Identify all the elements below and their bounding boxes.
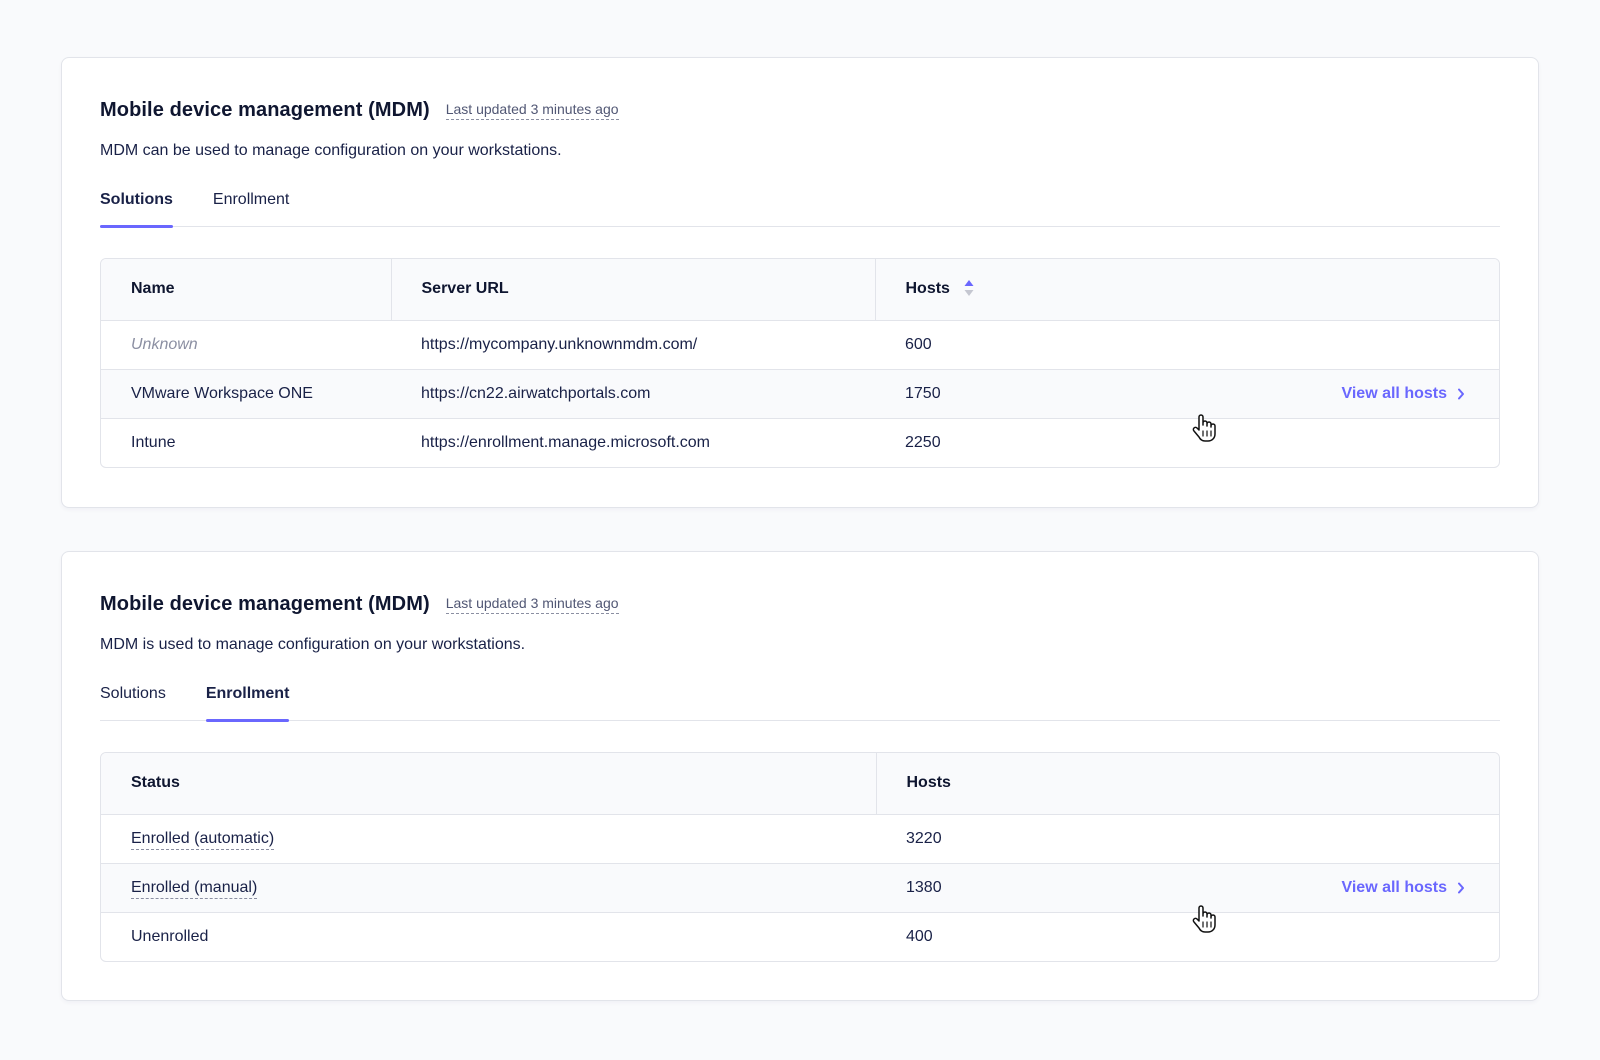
card-description: MDM can be used to manage configuration … <box>100 142 562 159</box>
tab-enrollment[interactable]: Enrollment <box>212 191 290 208</box>
table-row[interactable]: Enrolled (automatic) 3220 <box>101 814 1499 863</box>
server-url: https://mycompany.unknownmdm.com/ <box>421 335 698 353</box>
chevron-right-icon <box>1458 388 1464 399</box>
table-row[interactable]: Intune https://enrollment.manage.microso… <box>101 417 1499 467</box>
hosts-count: 1750 <box>905 384 941 402</box>
chevron-right-icon <box>1458 882 1464 893</box>
status-cell: Enrolled (manual) <box>101 862 876 912</box>
solution-name: Intune <box>101 417 391 467</box>
server-url: https://enrollment.manage.microsoft.com <box>391 417 875 467</box>
tab-enrollment[interactable]: Enrollment <box>205 680 289 722</box>
last-updated-label[interactable]: Last updated 3 minutes ago <box>445 595 619 614</box>
hosts-count: 600 <box>905 335 932 353</box>
server-url: https://cn22.airwatchportals.com <box>391 368 875 418</box>
view-all-hosts-link[interactable]: View all hosts <box>1341 385 1465 403</box>
enrollment-status[interactable]: Enrolled (automatic) <box>131 829 275 850</box>
column-header-hosts-label: Hosts <box>905 280 950 298</box>
last-updated-label[interactable]: Last updated 3 minutes ago <box>445 101 619 120</box>
view-all-hosts-label: View all hosts <box>1341 384 1447 402</box>
enrollment-status: Unenrolled <box>131 927 209 945</box>
tab-solutions[interactable]: Solutions <box>100 685 166 702</box>
mdm-solutions-card: Mobile device management (MDM) Last upda… <box>61 57 1539 508</box>
table-row[interactable]: Enrolled (manual) 1380 View all hosts <box>101 862 1499 912</box>
column-header-server-url[interactable]: Server URL <box>390 259 875 321</box>
card-header: Mobile device management (MDM) Last upda… <box>100 98 1500 122</box>
column-header-hosts-label: Hosts <box>906 774 951 792</box>
card-title: Mobile device management (MDM) <box>100 592 430 615</box>
hosts-cell: 1750 View all hosts <box>875 368 1499 418</box>
tab-bar: Solutions Enrollment <box>100 680 1500 722</box>
tab-bar: Solutions Enrollment <box>100 186 1500 228</box>
solution-name: Unknown <box>131 335 198 353</box>
column-header-hosts[interactable]: Hosts <box>874 259 1499 321</box>
hosts-count: 2250 <box>875 417 1499 467</box>
status-cell: Unenrolled <box>101 911 876 961</box>
view-all-hosts-label: View all hosts <box>1341 878 1447 896</box>
table-row[interactable]: VMware Workspace ONE https://cn22.airwat… <box>101 368 1499 418</box>
column-header-status[interactable]: Status <box>101 753 876 815</box>
hosts-cell: 1380 View all hosts <box>876 862 1499 912</box>
tab-solutions[interactable]: Solutions <box>100 186 173 228</box>
enrollment-table: Status Hosts Enrolled (automatic) 3220 E… <box>100 752 1500 962</box>
card-description: MDM is used to manage configuration on y… <box>100 636 526 653</box>
view-all-hosts-link[interactable]: View all hosts <box>1341 879 1465 897</box>
card-header: Mobile device management (MDM) Last upda… <box>100 592 1500 616</box>
column-header-name-label: Name <box>131 280 175 298</box>
mdm-enrollment-card: Mobile device management (MDM) Last upda… <box>61 551 1539 1001</box>
column-header-status-label: Status <box>131 774 180 792</box>
status-cell: Enrolled (automatic) <box>101 814 876 863</box>
solutions-table: Name Server URL Hosts Unknown https://my… <box>100 258 1500 468</box>
hosts-count: 1380 <box>906 878 942 896</box>
column-header-hosts[interactable]: Hosts <box>875 753 1499 815</box>
card-title: Mobile device management (MDM) <box>100 98 430 121</box>
column-header-server-url-label: Server URL <box>421 280 509 298</box>
table-row[interactable]: Unenrolled 400 <box>101 911 1499 961</box>
hosts-count: 3220 <box>906 829 942 847</box>
enrollment-status[interactable]: Enrolled (manual) <box>131 878 258 899</box>
hosts-count: 400 <box>876 911 1499 961</box>
sort-arrows-icon[interactable] <box>964 279 974 297</box>
solution-name: VMware Workspace ONE <box>101 368 391 418</box>
table-row[interactable]: Unknown https://mycompany.unknownmdm.com… <box>101 320 1499 369</box>
column-header-name[interactable]: Name <box>101 259 391 321</box>
